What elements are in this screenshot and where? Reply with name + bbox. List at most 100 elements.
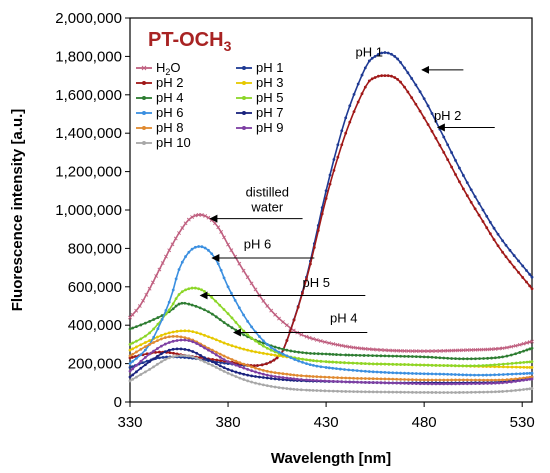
data-point xyxy=(311,359,315,363)
data-point xyxy=(461,174,465,177)
data-point xyxy=(482,382,485,385)
data-point xyxy=(195,351,199,355)
data-point xyxy=(285,339,289,342)
data-point xyxy=(488,232,492,236)
data-point xyxy=(250,325,253,329)
data-point xyxy=(363,377,367,380)
data-point xyxy=(190,303,194,307)
data-point xyxy=(383,362,387,366)
data-point xyxy=(285,378,289,382)
data-point xyxy=(128,362,132,365)
data-point xyxy=(141,298,145,303)
data-point xyxy=(305,378,308,382)
data-point xyxy=(242,347,246,351)
data-point xyxy=(478,390,481,394)
data-point xyxy=(331,342,336,346)
data-point xyxy=(371,390,375,394)
data-point xyxy=(371,354,374,358)
data-point xyxy=(273,312,278,317)
data-point xyxy=(517,342,522,347)
data-point xyxy=(131,347,135,351)
data-point xyxy=(509,377,513,381)
data-point xyxy=(352,110,356,114)
data-point xyxy=(525,340,529,345)
data-point xyxy=(530,377,534,381)
data-point xyxy=(434,391,438,394)
data-point xyxy=(406,71,410,75)
data-point xyxy=(442,372,446,376)
annotation: pH 2 xyxy=(434,108,495,132)
data-point xyxy=(450,382,453,386)
data-point xyxy=(461,378,465,382)
data-point xyxy=(158,350,161,354)
legend-item: pH 5 xyxy=(236,90,283,105)
chart-title-main: PT-OCH xyxy=(148,29,224,51)
data-point xyxy=(339,343,344,348)
data-point xyxy=(461,357,465,361)
data-point xyxy=(207,362,210,365)
data-point xyxy=(269,348,273,352)
data-point xyxy=(222,235,226,240)
data-point xyxy=(218,364,222,368)
data-point xyxy=(254,339,257,343)
data-point xyxy=(514,377,518,381)
data-point xyxy=(331,360,335,364)
data-point xyxy=(301,351,304,355)
data-point xyxy=(449,348,454,353)
data-point xyxy=(167,248,172,253)
data-point xyxy=(128,356,132,360)
data-point xyxy=(226,356,230,360)
data-point xyxy=(305,374,308,378)
data-point xyxy=(170,242,175,247)
data-point xyxy=(183,347,187,351)
chart-title-subscript: 3 xyxy=(224,38,232,54)
data-point xyxy=(390,74,393,78)
data-point xyxy=(403,354,406,358)
data-point xyxy=(203,346,206,350)
data-point xyxy=(418,378,422,382)
data-point xyxy=(375,370,379,374)
data-point xyxy=(343,344,348,349)
data-point xyxy=(363,346,368,351)
annotation-label: pH 2 xyxy=(434,108,461,123)
data-point xyxy=(422,116,426,120)
data-point xyxy=(461,391,465,394)
data-point xyxy=(528,371,532,375)
data-point xyxy=(504,243,508,247)
data-point xyxy=(530,287,534,291)
data-point xyxy=(323,375,327,379)
x-tick-label: 380 xyxy=(216,414,241,431)
data-point xyxy=(391,371,395,375)
chart-title: PT-OCH3 xyxy=(148,29,232,54)
data-point xyxy=(506,365,510,369)
data-point xyxy=(158,356,161,360)
data-point xyxy=(525,378,529,382)
data-point xyxy=(331,379,335,383)
data-point xyxy=(446,378,450,382)
data-point xyxy=(430,378,434,382)
data-point xyxy=(438,378,442,382)
data-point xyxy=(493,373,497,377)
data-point xyxy=(344,390,348,393)
data-point xyxy=(367,347,372,352)
data-point xyxy=(175,354,179,358)
data-point xyxy=(528,387,532,391)
data-point xyxy=(336,380,339,383)
data-point xyxy=(414,83,418,87)
data-point xyxy=(383,381,387,385)
data-point xyxy=(422,355,426,359)
series-ph-9 xyxy=(128,338,534,386)
data-point xyxy=(336,389,339,393)
data-point xyxy=(445,348,450,353)
data-point xyxy=(308,363,312,367)
data-point xyxy=(434,382,438,386)
data-point xyxy=(352,92,356,96)
data-point xyxy=(458,166,461,170)
data-point xyxy=(477,347,482,352)
data-point xyxy=(273,375,277,378)
data-point xyxy=(202,308,206,312)
data-point xyxy=(292,387,296,391)
data-point xyxy=(371,362,375,366)
data-point xyxy=(347,353,351,357)
data-point xyxy=(406,90,410,94)
